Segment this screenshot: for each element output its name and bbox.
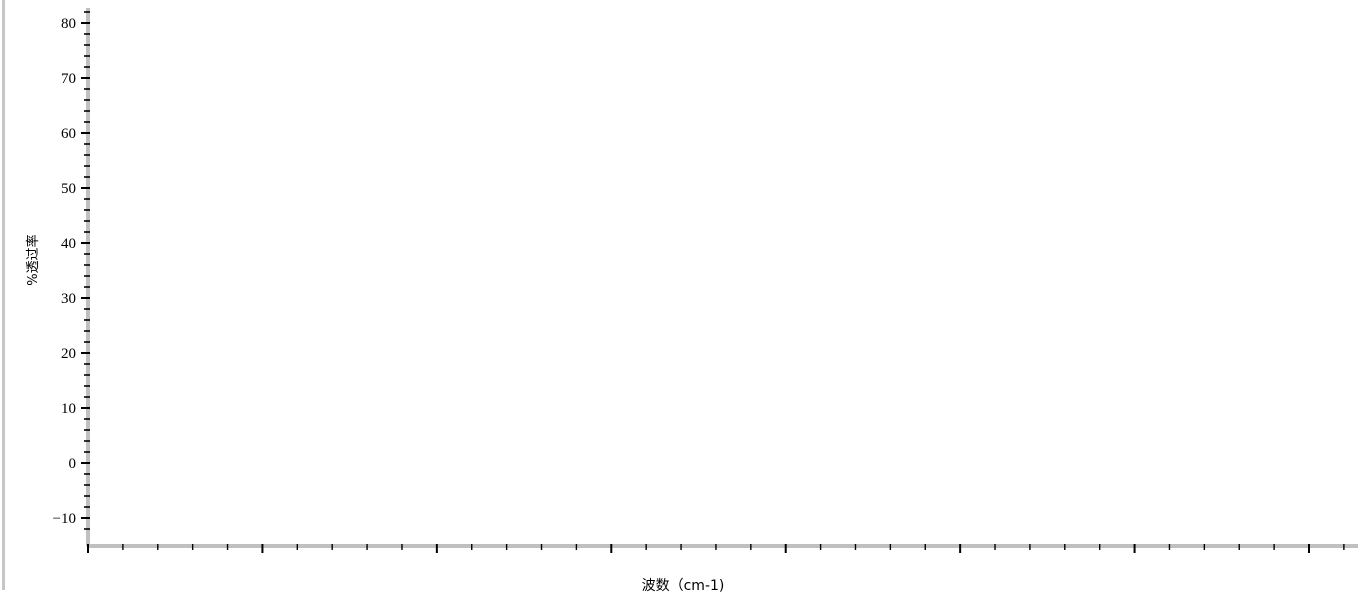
- axis-lines: [86, 8, 1358, 548]
- y-axis-tick-labels: 80 70 60 50 40 30 20 10 0 −10: [53, 16, 76, 527]
- svg-text:80: 80: [61, 16, 76, 32]
- svg-text:70: 70: [61, 71, 76, 87]
- svg-text:40: 40: [61, 236, 76, 252]
- svg-text:20: 20: [61, 346, 76, 362]
- svg-text:30: 30: [61, 291, 76, 307]
- svg-text:50: 50: [61, 181, 76, 197]
- y-axis-ticks: [81, 11, 90, 530]
- svg-text:10: 10: [61, 401, 76, 417]
- window-left-border: [2, 0, 5, 590]
- svg-text:−10: −10: [53, 511, 76, 527]
- svg-text:0: 0: [69, 456, 77, 472]
- x-axis-title: 波数（cm-1): [641, 578, 725, 594]
- svg-text:60: 60: [61, 126, 76, 142]
- x-axis-ticks: [87, 544, 1345, 553]
